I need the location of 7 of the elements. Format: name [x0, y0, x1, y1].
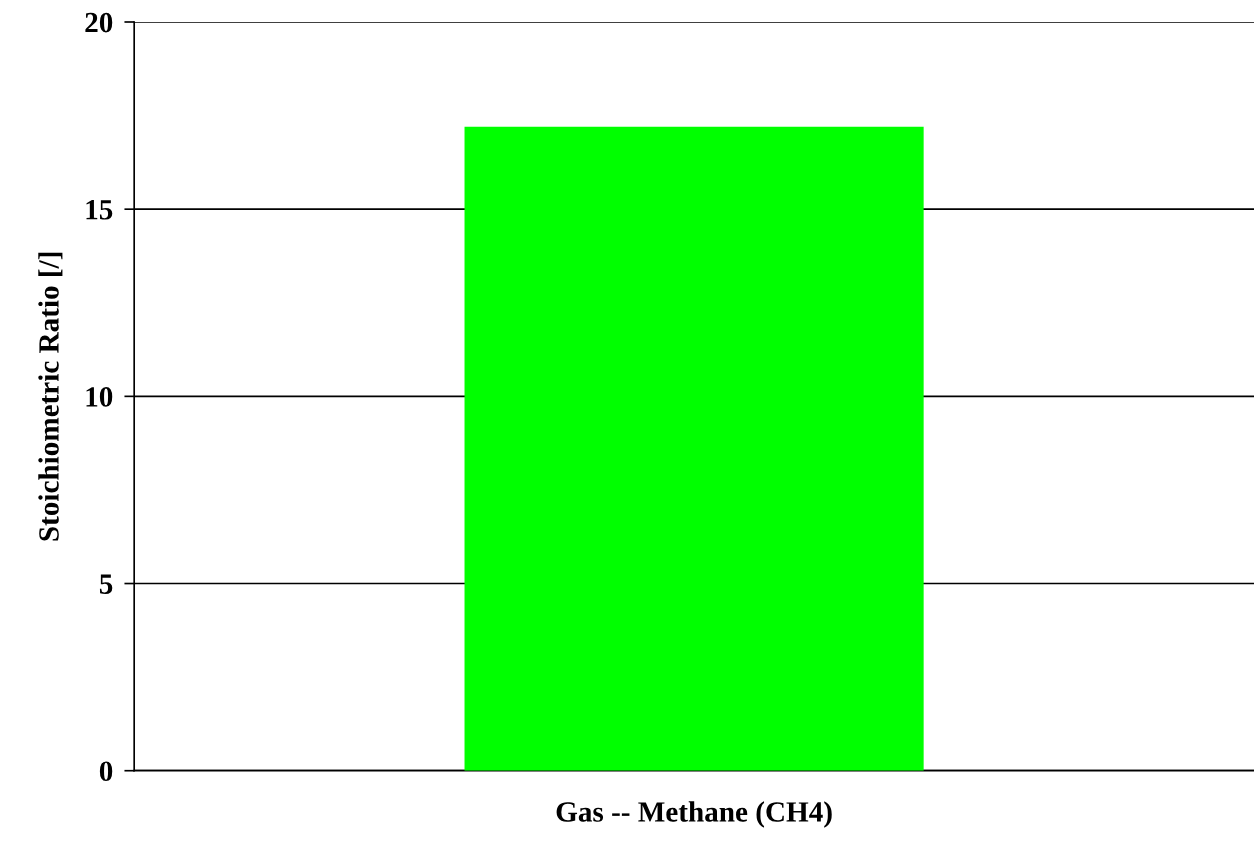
y-tick-label: 20: [85, 12, 113, 33]
x-tick-label: Gas -- Methane (CH4): [556, 801, 832, 828]
y-axis-title: Stoichiometric Ratio [/]: [38, 252, 63, 541]
y-tick-label: 10: [86, 387, 113, 407]
y-tick-label: 0: [99, 761, 113, 782]
y-tick-label: 5: [99, 574, 113, 594]
y-tick-label: 15: [86, 200, 113, 220]
